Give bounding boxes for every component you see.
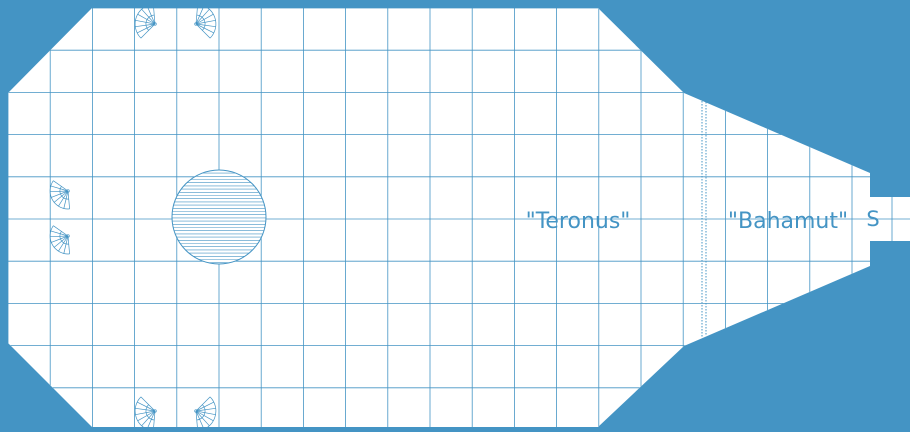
- label-bahamut: "Bahamut": [728, 209, 848, 234]
- fan-symbol: [49, 225, 70, 255]
- fan-symbol: [194, 396, 217, 432]
- exit-label: S: [866, 207, 879, 231]
- fan-symbol: [134, 3, 157, 39]
- room-floor: [8, 8, 870, 427]
- fan-symbol: [49, 180, 70, 210]
- dotted-barrier: [701, 101, 707, 337]
- corridor-grid-lines: [870, 197, 910, 241]
- fan-symbol: [194, 3, 217, 39]
- pool: [171, 169, 267, 265]
- label-teronus: "Teronus": [526, 209, 631, 234]
